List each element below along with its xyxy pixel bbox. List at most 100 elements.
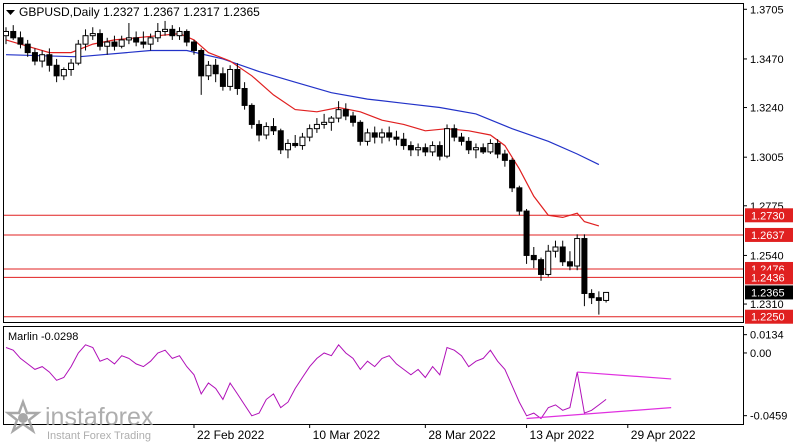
candle — [595, 291, 602, 315]
candle-body — [494, 142, 501, 155]
candle-body — [588, 292, 595, 299]
candle-body — [350, 115, 357, 123]
candle — [378, 128, 385, 144]
candle-body — [335, 109, 342, 119]
candle-body — [530, 254, 537, 261]
candle-body — [581, 238, 588, 294]
candle-body — [104, 41, 111, 47]
price-tick-label: 1.3005 — [750, 152, 784, 164]
candle — [386, 126, 393, 142]
candle-body — [154, 30, 161, 39]
level-price-tag-bg — [745, 309, 793, 324]
candle — [364, 128, 371, 146]
candle — [472, 143, 479, 159]
candle-body — [321, 121, 328, 125]
candle-body — [248, 104, 255, 125]
symbol-header: GBPUSD,Daily 1.2327 1.2367 1.2317 1.2365 — [19, 5, 260, 19]
candle — [350, 111, 357, 127]
candle — [96, 29, 103, 51]
candle — [566, 251, 573, 271]
candle — [140, 31, 147, 49]
level-price-tag: 1.2730 — [751, 210, 785, 222]
candle-body — [545, 250, 552, 275]
candle-body — [270, 126, 277, 132]
candle-body — [595, 297, 602, 301]
candle — [82, 29, 89, 51]
candle-body — [292, 142, 299, 147]
candle — [422, 143, 429, 157]
candle — [306, 124, 313, 142]
logo-star-icon — [4, 398, 42, 435]
price-pane-frame — [3, 3, 744, 323]
triangle-upper-line[interactable] — [577, 371, 672, 380]
candle — [444, 124, 451, 159]
candle-body — [205, 64, 212, 77]
candle-body — [436, 145, 443, 157]
level-price-tag-bg — [745, 227, 793, 242]
candle-body — [183, 30, 190, 43]
current-price-tag: 1.2365 — [751, 287, 785, 299]
candle-body — [169, 28, 176, 37]
candle-body — [140, 41, 147, 45]
candle-body — [284, 142, 291, 151]
candle — [68, 58, 75, 76]
candle-body — [68, 62, 75, 71]
candle-body — [212, 64, 219, 75]
marlin-tick-label: -0.0459 — [750, 411, 787, 423]
candle — [530, 246, 537, 269]
candle-body — [39, 54, 46, 62]
candle — [212, 58, 219, 83]
candle-body — [306, 128, 313, 138]
candle — [227, 65, 234, 91]
triangle-lower-line[interactable] — [526, 407, 672, 420]
candle-body — [378, 132, 385, 138]
candle — [371, 126, 378, 144]
candle-body — [444, 128, 451, 157]
candle-body — [10, 30, 17, 39]
candle-body — [465, 140, 472, 151]
candle — [328, 115, 335, 131]
marlin-tick-label: 0.0134 — [750, 330, 784, 342]
level-price-tag-bg — [745, 270, 793, 285]
candle — [357, 120, 364, 146]
candle — [465, 137, 472, 155]
dropdown-arrow-icon[interactable] — [6, 10, 15, 15]
candle-body — [162, 28, 169, 32]
candle — [588, 289, 595, 305]
candle — [487, 139, 494, 155]
candle — [46, 48, 53, 72]
candle-body — [429, 145, 436, 153]
candle — [501, 149, 508, 167]
candle-body — [415, 147, 422, 151]
candlesticks — [3, 20, 610, 315]
moving-averages — [5, 32, 600, 227]
candle — [162, 20, 169, 36]
candle-body — [313, 123, 320, 130]
candle — [205, 61, 212, 81]
candle — [574, 234, 581, 271]
candle-body — [458, 136, 465, 142]
candle — [118, 35, 125, 49]
candle-body — [523, 210, 530, 256]
candle-body — [256, 123, 263, 136]
price-tick-label: 1.2540 — [750, 250, 784, 262]
marlin-line — [5, 343, 607, 420]
candle — [241, 82, 248, 110]
candle — [104, 37, 111, 55]
marlin-header: Marlin -0.0298 — [8, 331, 78, 343]
candle — [415, 143, 422, 157]
marlin-axis: 0.0134 0.00 -0.0459 — [743, 330, 787, 423]
level-price-tag-bg — [745, 208, 793, 223]
slow-ma-line — [5, 49, 600, 166]
candle — [89, 27, 96, 40]
candle — [538, 257, 545, 281]
candle-body — [422, 147, 429, 153]
candle-body — [234, 69, 241, 90]
candle-body — [46, 54, 53, 66]
candle — [494, 139, 501, 159]
candle — [133, 31, 140, 47]
candle-body — [342, 109, 349, 117]
level-price-tag: 1.2637 — [751, 230, 785, 242]
candle-body — [451, 128, 458, 138]
